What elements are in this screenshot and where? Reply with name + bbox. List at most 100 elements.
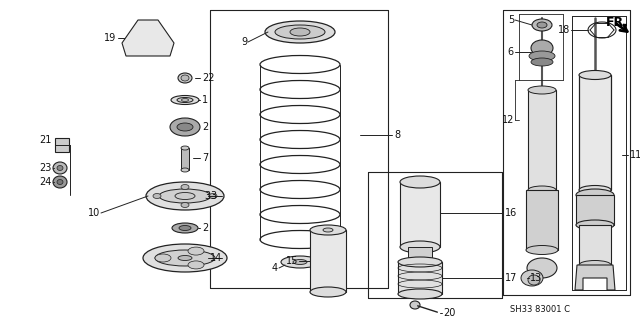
- Ellipse shape: [579, 186, 611, 195]
- Bar: [55, 138, 69, 152]
- Bar: [528, 90, 556, 190]
- Polygon shape: [122, 20, 174, 56]
- Ellipse shape: [57, 180, 63, 184]
- Ellipse shape: [172, 223, 198, 233]
- Text: 1: 1: [202, 95, 208, 105]
- Ellipse shape: [260, 181, 340, 198]
- Bar: [526, 190, 558, 250]
- Ellipse shape: [177, 98, 193, 102]
- Text: 4: 4: [272, 263, 278, 273]
- Text: 17: 17: [505, 273, 517, 283]
- Ellipse shape: [398, 257, 442, 267]
- Ellipse shape: [181, 146, 189, 150]
- Text: 8: 8: [394, 130, 400, 140]
- Bar: [579, 225, 611, 265]
- Text: 3: 3: [210, 191, 216, 201]
- Ellipse shape: [53, 176, 67, 188]
- Text: 20: 20: [443, 308, 456, 318]
- Ellipse shape: [537, 22, 547, 28]
- Ellipse shape: [134, 27, 162, 49]
- Text: 2: 2: [202, 122, 208, 132]
- Ellipse shape: [188, 247, 204, 255]
- Ellipse shape: [175, 192, 195, 199]
- Ellipse shape: [178, 73, 192, 83]
- Ellipse shape: [159, 189, 211, 203]
- Bar: [408, 247, 432, 262]
- Bar: [398, 262, 442, 294]
- Text: 23: 23: [40, 163, 52, 173]
- Ellipse shape: [526, 246, 558, 255]
- Ellipse shape: [177, 123, 193, 131]
- Ellipse shape: [53, 162, 67, 174]
- Ellipse shape: [528, 186, 556, 194]
- Ellipse shape: [410, 301, 420, 309]
- Ellipse shape: [260, 130, 340, 149]
- Ellipse shape: [323, 228, 333, 232]
- Text: 3: 3: [204, 191, 210, 201]
- Text: 18: 18: [557, 25, 570, 35]
- Polygon shape: [575, 265, 615, 290]
- Ellipse shape: [293, 259, 307, 264]
- Ellipse shape: [181, 168, 189, 172]
- Ellipse shape: [579, 261, 611, 270]
- Text: 11: 11: [630, 150, 640, 160]
- Ellipse shape: [290, 28, 310, 36]
- Ellipse shape: [260, 155, 340, 174]
- Ellipse shape: [260, 231, 340, 249]
- Bar: [400, 182, 440, 247]
- Text: SH33 83001 C: SH33 83001 C: [510, 306, 570, 315]
- Text: 5: 5: [508, 15, 514, 25]
- Text: 13: 13: [530, 273, 542, 283]
- Ellipse shape: [260, 205, 340, 224]
- Text: FR.: FR.: [606, 16, 629, 29]
- Ellipse shape: [400, 241, 440, 253]
- Ellipse shape: [155, 250, 215, 266]
- Ellipse shape: [146, 182, 224, 210]
- Ellipse shape: [527, 258, 557, 278]
- Text: 21: 21: [40, 135, 52, 145]
- Ellipse shape: [398, 289, 442, 299]
- Ellipse shape: [531, 58, 553, 66]
- Text: 15: 15: [285, 256, 298, 266]
- Ellipse shape: [528, 86, 556, 94]
- Ellipse shape: [179, 226, 191, 231]
- Text: 10: 10: [88, 208, 100, 218]
- Ellipse shape: [532, 19, 552, 31]
- Text: 14: 14: [210, 253, 222, 263]
- Ellipse shape: [310, 287, 346, 297]
- Text: 16: 16: [505, 208, 517, 218]
- Bar: [579, 75, 611, 190]
- Ellipse shape: [400, 176, 440, 188]
- Ellipse shape: [170, 118, 200, 136]
- Ellipse shape: [265, 21, 335, 43]
- Ellipse shape: [155, 254, 171, 262]
- Ellipse shape: [143, 244, 227, 272]
- Ellipse shape: [181, 75, 189, 81]
- Ellipse shape: [178, 256, 192, 261]
- Bar: [310, 230, 346, 292]
- Text: 24: 24: [40, 177, 52, 187]
- Text: 19: 19: [104, 33, 116, 43]
- Ellipse shape: [576, 220, 614, 230]
- Ellipse shape: [209, 194, 217, 198]
- Ellipse shape: [281, 256, 319, 268]
- Ellipse shape: [579, 70, 611, 79]
- Ellipse shape: [528, 275, 540, 285]
- Ellipse shape: [182, 99, 189, 101]
- Ellipse shape: [531, 40, 553, 56]
- Ellipse shape: [260, 56, 340, 73]
- Ellipse shape: [521, 270, 543, 286]
- Ellipse shape: [57, 166, 63, 170]
- Text: 2: 2: [202, 223, 208, 233]
- Ellipse shape: [188, 261, 204, 269]
- Text: 9: 9: [242, 37, 248, 47]
- Bar: [181, 148, 189, 170]
- Ellipse shape: [310, 225, 346, 235]
- Text: 22: 22: [202, 73, 214, 83]
- Text: 7: 7: [202, 153, 208, 163]
- Ellipse shape: [153, 194, 161, 198]
- Ellipse shape: [181, 184, 189, 189]
- Ellipse shape: [275, 25, 325, 39]
- Text: 12: 12: [502, 115, 514, 125]
- Ellipse shape: [576, 189, 614, 201]
